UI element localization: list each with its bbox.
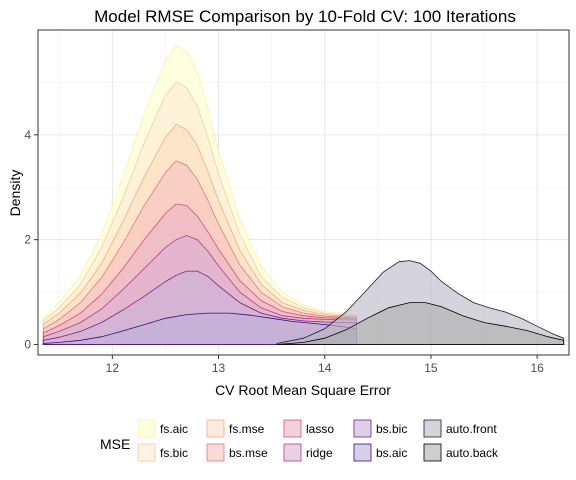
legend-swatch — [424, 444, 441, 461]
y-tick-label: 2 — [24, 233, 31, 247]
legend-item-bs-aic: bs.aic — [354, 444, 407, 461]
legend-swatch — [207, 444, 224, 461]
legend-swatch — [284, 444, 301, 461]
chart-title: Model RMSE Comparison by 10-Fold CV: 100… — [94, 7, 516, 26]
y-tick-label: 0 — [24, 338, 31, 352]
legend-swatch — [207, 420, 224, 437]
x-tick-label: 15 — [424, 361, 438, 375]
legend-item-auto-front: auto.front — [424, 420, 497, 437]
legend-item-auto-back: auto.back — [424, 444, 499, 461]
x-tick-label: 14 — [318, 361, 332, 375]
y-tick-label: 4 — [24, 128, 31, 142]
legend-swatch — [138, 420, 155, 437]
legend: fs.aic fs.bic fs.mse bs.mse lasso ridge bs.bic… — [138, 420, 499, 461]
legend-label: bs.mse — [229, 446, 268, 460]
legend-swatch — [354, 444, 371, 461]
legend-swatch — [138, 444, 155, 461]
x-axis-title: CV Root Mean Square Error — [215, 382, 391, 398]
legend-swatch — [424, 420, 441, 437]
legend-label: auto.front — [446, 422, 497, 436]
x-tick-label: 16 — [530, 361, 544, 375]
legend-label: bs.aic — [376, 446, 407, 460]
legend-item-fs-aic: fs.aic — [138, 420, 188, 437]
legend-label: fs.aic — [160, 422, 188, 436]
legend-item-ridge: ridge — [284, 444, 333, 461]
legend-label: ridge — [306, 446, 333, 460]
legend-label: fs.mse — [229, 422, 265, 436]
legend-item-lasso: lasso — [284, 420, 334, 437]
legend-item-bs-mse: bs.mse — [207, 444, 268, 461]
legend-title: MSE — [100, 436, 130, 452]
legend-label: lasso — [306, 422, 334, 436]
y-axis-title: Density — [7, 170, 23, 217]
legend-item-fs-mse: fs.mse — [207, 420, 265, 437]
legend-label: auto.back — [446, 446, 499, 460]
x-tick-label: 12 — [106, 361, 120, 375]
legend-item-fs-bic: fs.bic — [138, 444, 188, 461]
legend-swatch — [354, 420, 371, 437]
x-tick-label: 13 — [212, 361, 226, 375]
legend-label: fs.bic — [160, 446, 188, 460]
legend-swatch — [284, 420, 301, 437]
legend-label: bs.bic — [376, 422, 407, 436]
legend-item-bs-bic: bs.bic — [354, 420, 407, 437]
